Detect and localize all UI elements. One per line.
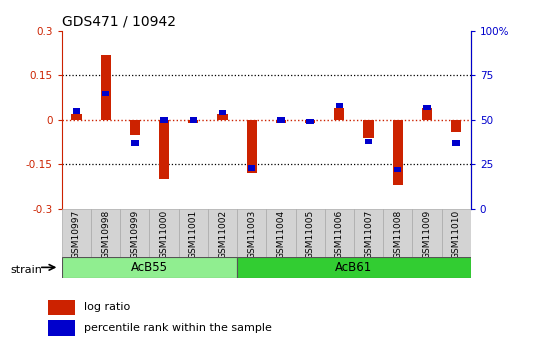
Text: GDS471 / 10942: GDS471 / 10942 (62, 14, 176, 29)
Bar (130, 120, 140, 135)
Bar (393, 120, 403, 185)
Bar (452, 140, 460, 146)
Bar (295, 209, 325, 257)
Text: GSM10997: GSM10997 (72, 210, 81, 259)
Bar (47, 320, 75, 336)
Bar (62, 209, 91, 257)
Bar (189, 117, 197, 122)
Bar (383, 209, 412, 257)
Bar (422, 108, 432, 120)
Bar (248, 165, 256, 170)
Text: GSM11006: GSM11006 (335, 210, 344, 259)
Text: GSM11004: GSM11004 (277, 210, 286, 259)
Text: GSM11007: GSM11007 (364, 210, 373, 259)
Bar (102, 91, 109, 96)
Bar (219, 110, 226, 116)
Text: AcB61: AcB61 (335, 261, 372, 274)
Bar (62, 257, 237, 278)
Bar (266, 209, 295, 257)
Bar (73, 108, 80, 114)
Text: AcB55: AcB55 (131, 261, 168, 274)
Text: GSM11001: GSM11001 (189, 210, 198, 259)
Bar (188, 120, 199, 123)
Text: GSM11000: GSM11000 (160, 210, 168, 259)
Text: log ratio: log ratio (84, 303, 130, 313)
Bar (160, 117, 168, 122)
Text: GSM11009: GSM11009 (422, 210, 431, 259)
Bar (121, 209, 150, 257)
Text: GSM11003: GSM11003 (247, 210, 256, 259)
Bar (159, 120, 169, 179)
Bar (451, 120, 461, 132)
Text: percentile rank within the sample: percentile rank within the sample (84, 323, 272, 333)
Text: GSM10998: GSM10998 (101, 210, 110, 259)
Bar (237, 257, 471, 278)
Bar (365, 139, 372, 144)
Bar (246, 120, 257, 173)
Text: strain: strain (11, 265, 43, 275)
Bar (277, 117, 285, 122)
Bar (412, 209, 442, 257)
Bar (72, 114, 82, 120)
Bar (131, 140, 139, 146)
Bar (150, 209, 179, 257)
Bar (325, 209, 354, 257)
Bar (91, 209, 121, 257)
Bar (307, 119, 314, 124)
Bar (237, 209, 266, 257)
Bar (217, 114, 228, 120)
Text: GSM11005: GSM11005 (306, 210, 315, 259)
Bar (364, 120, 373, 138)
Bar (179, 209, 208, 257)
Text: GSM11008: GSM11008 (393, 210, 402, 259)
Bar (276, 120, 286, 123)
Bar (334, 108, 344, 120)
Bar (208, 209, 237, 257)
Bar (442, 209, 471, 257)
Bar (354, 209, 383, 257)
Bar (305, 120, 315, 123)
Text: GSM10999: GSM10999 (130, 210, 139, 259)
Bar (423, 105, 430, 110)
Bar (394, 167, 401, 172)
Text: GSM11002: GSM11002 (218, 210, 227, 259)
Bar (336, 103, 343, 108)
Bar (101, 55, 111, 120)
Text: GSM11010: GSM11010 (451, 210, 461, 259)
Bar (47, 299, 75, 315)
